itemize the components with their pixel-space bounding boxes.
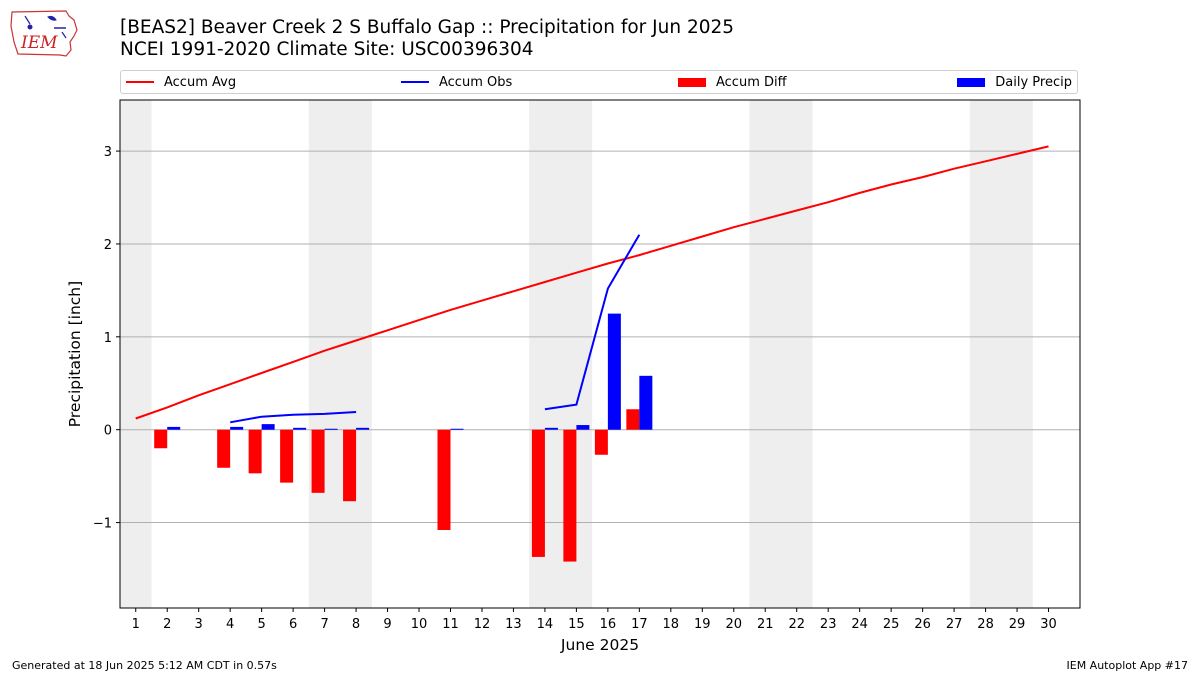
x-tick-label: 25 <box>883 617 900 632</box>
accum-diff-bar <box>311 429 325 493</box>
x-tick-label: 16 <box>600 617 617 632</box>
accum-diff-bar <box>154 429 168 449</box>
x-tick-label: 1 <box>132 617 140 632</box>
x-tick-label: 6 <box>289 617 297 632</box>
iowa-outline-icon <box>10 10 78 57</box>
generated-timestamp: Generated at 18 Jun 2025 5:12 AM CDT in … <box>12 659 277 672</box>
daily-precip-bar <box>576 425 590 430</box>
y-tick-label: 0 <box>104 424 112 439</box>
x-tick-label: 12 <box>474 617 491 632</box>
accum-diff-bar <box>437 429 451 530</box>
x-tick-label: 15 <box>568 617 585 632</box>
y-tick-label: 3 <box>104 145 112 160</box>
x-tick-label: 28 <box>977 617 994 632</box>
legend-item-accum-obs: Accum Obs <box>401 73 512 91</box>
x-axis-label: June 2025 <box>560 636 639 654</box>
legend-label: Accum Diff <box>716 74 787 90</box>
x-tick-label: 5 <box>257 617 265 632</box>
x-tick-label: 7 <box>320 617 328 632</box>
x-tick-label: 9 <box>383 617 391 632</box>
weather-icons <box>24 15 67 39</box>
x-tick-label: 27 <box>946 617 963 632</box>
x-tick-label: 18 <box>663 617 680 632</box>
daily-precip-bar <box>450 428 464 430</box>
accum-diff-bar <box>594 429 608 455</box>
x-tick-label: 20 <box>725 617 742 632</box>
legend-swatch-daily-precip <box>957 77 986 87</box>
x-tick-label: 26 <box>914 617 931 632</box>
x-tick-label: 17 <box>631 617 648 632</box>
x-tick-label: 14 <box>537 617 554 632</box>
x-tick-label: 19 <box>694 617 711 632</box>
x-tick-label: 10 <box>411 617 428 632</box>
accum-diff-bar <box>343 429 357 502</box>
accum-diff-bar <box>563 429 577 562</box>
app-credit: IEM Autoplot App #17 <box>1066 659 1189 672</box>
x-tick-label: 29 <box>1009 617 1026 632</box>
y-tick-label: 2 <box>104 238 112 253</box>
accum-diff-bar <box>217 429 231 468</box>
legend-label: Daily Precip <box>995 74 1072 90</box>
legend-item-accum-avg: Accum Avg <box>126 73 236 91</box>
y-tick-label: −1 <box>93 517 112 532</box>
legend-item-daily-precip: Daily Precip <box>957 73 1072 91</box>
accum-diff-bar <box>626 409 640 430</box>
accum-diff-bar <box>248 429 262 474</box>
daily-precip-bar <box>607 313 621 430</box>
logo-text: IEM <box>20 33 58 53</box>
weekend-shade <box>969 100 1033 608</box>
legend-swatch-accum-avg <box>126 81 154 83</box>
accum-diff-bar <box>280 429 294 483</box>
x-tick-label: 2 <box>163 617 171 632</box>
daily-precip-bar <box>544 427 558 430</box>
plot-frame <box>119 99 1081 609</box>
accum-avg-line <box>135 145 1049 420</box>
iem-logo: IEM <box>10 10 78 57</box>
x-tick-label: 22 <box>788 617 805 632</box>
x-tick-label: 11 <box>442 617 459 632</box>
daily-precip-bar <box>293 427 307 430</box>
weekend-shade <box>308 100 372 608</box>
legend-swatch-accum-diff <box>678 77 706 87</box>
x-tick-label: 3 <box>195 617 203 632</box>
daily-precip-bar <box>230 426 244 430</box>
accum-obs-line <box>230 234 641 424</box>
x-tick-label: 13 <box>505 617 522 632</box>
y-axis-label: Precipitation [inch] <box>66 281 84 427</box>
x-tick-label: 24 <box>851 617 868 632</box>
accum-diff-bar <box>531 429 545 557</box>
x-tick-label: 23 <box>820 617 837 632</box>
chart-subtitle: NCEI 1991-2020 Climate Site: USC00396304 <box>120 39 534 60</box>
legend-swatch-accum-obs <box>401 81 429 83</box>
weekend-shade <box>749 100 813 608</box>
legend-item-accum-diff: Accum Diff <box>678 73 787 91</box>
legend-label: Accum Obs <box>439 74 513 90</box>
daily-precip-bar <box>356 427 370 430</box>
daily-precip-bar <box>639 375 653 430</box>
x-tick-label: 4 <box>226 617 234 632</box>
weekend-shade <box>120 100 152 608</box>
legend-label: Accum Avg <box>164 74 237 90</box>
legend: Accum Avg Accum Obs Accum Diff Daily Pre… <box>120 70 1078 94</box>
daily-precip-bar <box>261 424 275 430</box>
x-tick-label: 21 <box>757 617 774 632</box>
daily-precip-bar <box>324 428 338 430</box>
y-tick-label: 1 <box>104 331 112 346</box>
x-tick-label: 8 <box>352 617 360 632</box>
x-tick-label: 30 <box>1040 617 1057 632</box>
chart-title: [BEAS2] Beaver Creek 2 S Buffalo Gap :: … <box>120 17 735 38</box>
daily-precip-bar <box>167 426 181 430</box>
